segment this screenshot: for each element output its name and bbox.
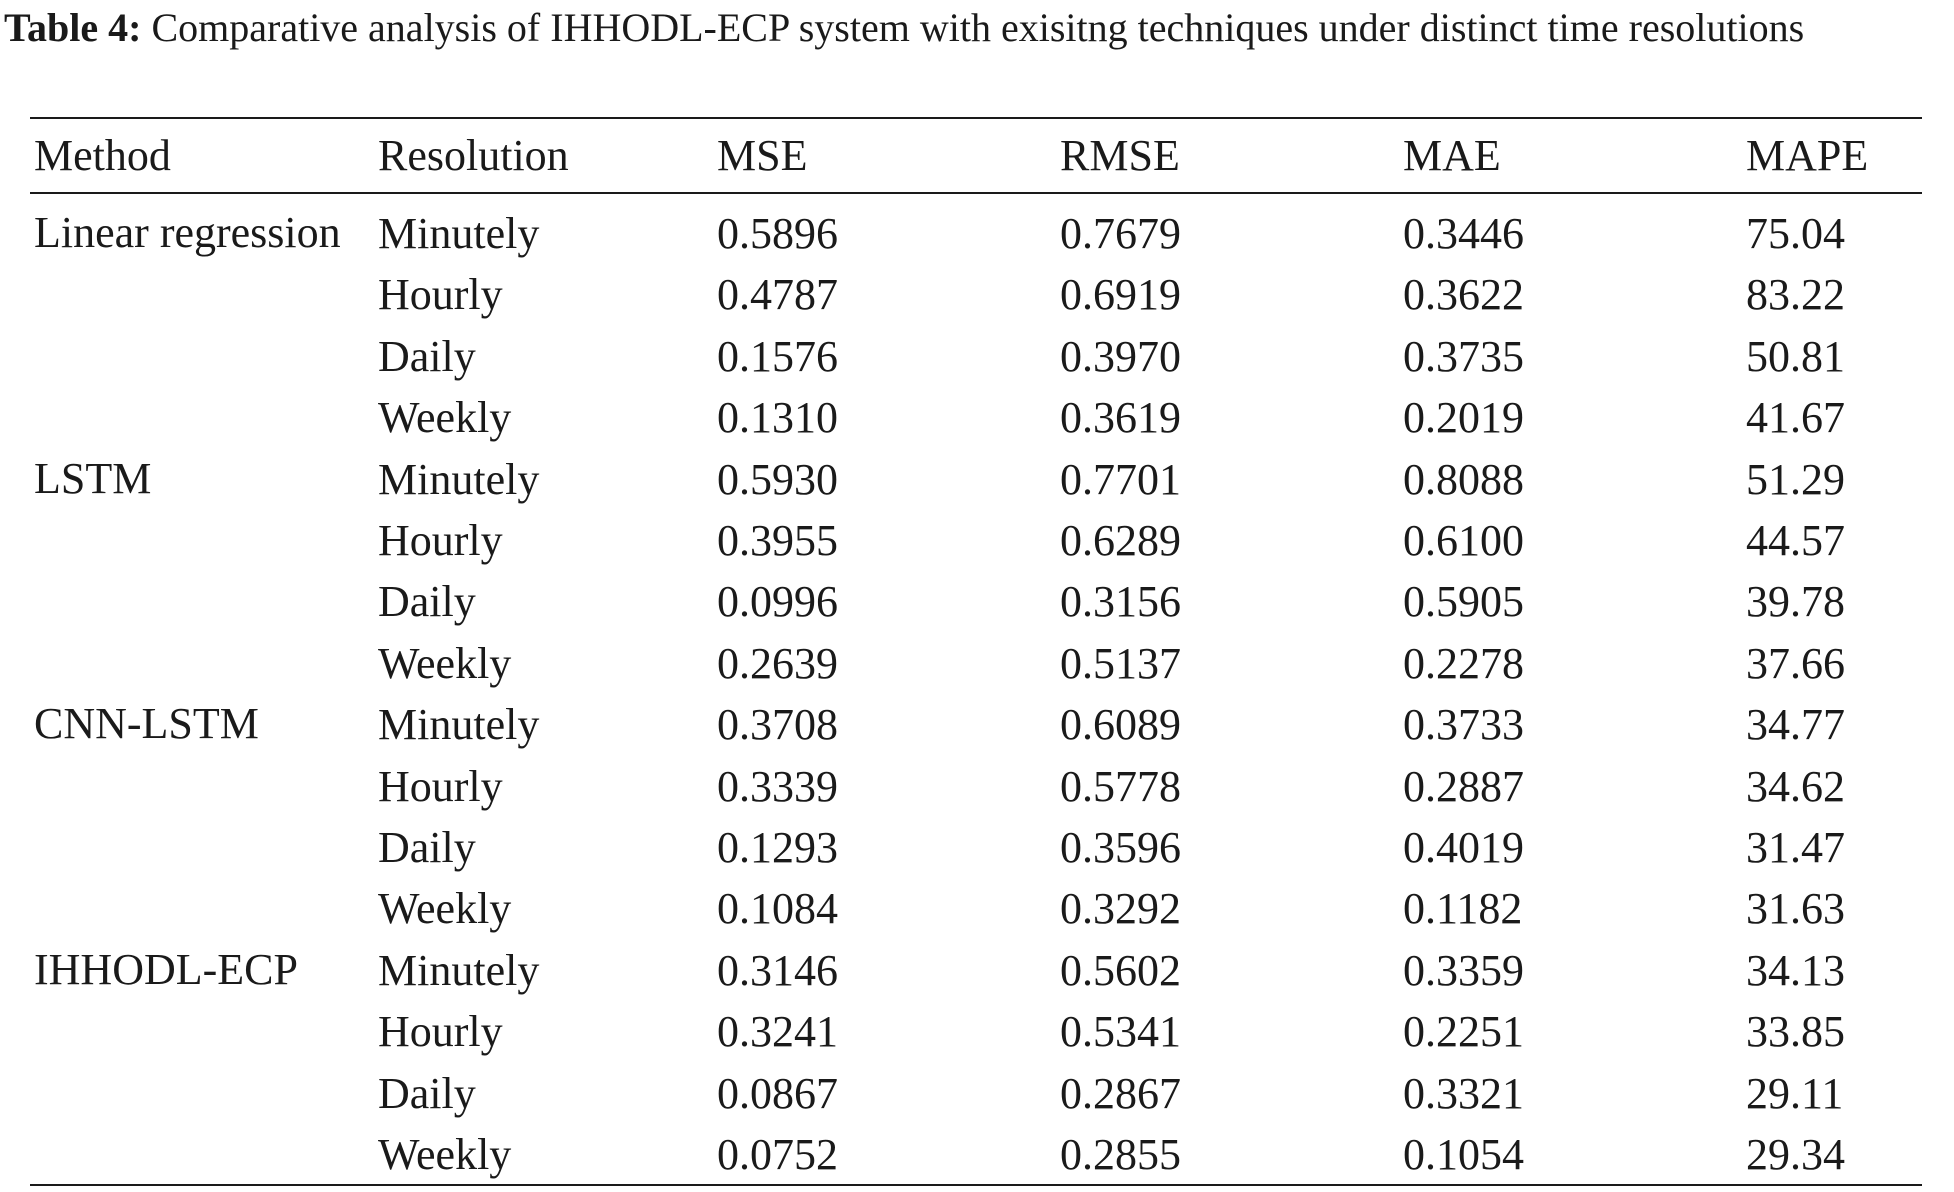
rmse-cell: 0.6089 — [1060, 700, 1181, 750]
resolution-cell: Daily — [378, 331, 476, 381]
rmse-cell: 0.5778 — [1060, 761, 1181, 811]
resolution-cell: Minutely — [378, 700, 540, 750]
column-header-mae: MAE — [1403, 131, 1501, 180]
resolution-cell: Hourly — [378, 270, 503, 320]
mape-cell: 41.67 — [1746, 393, 1845, 443]
mse-cell: 0.1310 — [717, 393, 838, 443]
mae-cell: 0.3735 — [1403, 331, 1524, 381]
mse-cell: 0.5930 — [717, 454, 838, 504]
mape-cell: 29.11 — [1746, 1068, 1844, 1118]
mae-cell: 0.3733 — [1403, 700, 1524, 750]
mape-cell: 50.81 — [1746, 331, 1845, 381]
resolution-cell: Minutely — [378, 454, 540, 504]
rmse-cell: 0.3596 — [1060, 823, 1181, 872]
resolution-cell: Weekly — [378, 1130, 512, 1179]
rmse-cell: 0.3292 — [1060, 884, 1181, 934]
column-header-mape: MAPE — [1746, 131, 1869, 180]
mae-cell: 0.1182 — [1403, 884, 1523, 934]
mape-cell: 31.63 — [1746, 884, 1845, 934]
mae-cell: 0.5905 — [1403, 577, 1524, 627]
mae-cell: 0.2887 — [1403, 761, 1524, 811]
rmse-cell: 0.7679 — [1060, 209, 1181, 258]
rmse-cell: 0.6289 — [1060, 516, 1181, 565]
rmse-cell: 0.3619 — [1060, 393, 1181, 443]
column-header-method: Method — [34, 131, 171, 180]
mape-cell: 29.34 — [1746, 1130, 1845, 1179]
mse-cell: 0.1084 — [717, 884, 838, 934]
mse-cell: 0.2639 — [717, 638, 838, 688]
mape-cell: 33.85 — [1746, 1007, 1845, 1057]
mape-cell: 34.77 — [1746, 700, 1845, 750]
method-cell: LSTM — [34, 453, 152, 503]
mse-cell: 0.1576 — [717, 331, 838, 381]
resolution-cell: Weekly — [378, 393, 512, 443]
resolution-cell: Minutely — [378, 945, 540, 995]
resolution-cell: Hourly — [378, 1007, 503, 1057]
mse-cell: 0.4787 — [717, 270, 838, 320]
rmse-cell: 0.3156 — [1060, 577, 1181, 627]
resolution-cell: Daily — [378, 823, 476, 872]
column-header-rmse: RMSE — [1060, 131, 1180, 180]
resolution-cell: Hourly — [378, 761, 503, 811]
mse-cell: 0.5896 — [717, 209, 838, 258]
caption-label: Table 4: — [4, 5, 142, 50]
resolution-cell: Weekly — [378, 638, 512, 688]
rmse-cell: 0.3970 — [1060, 331, 1181, 381]
mae-cell: 0.2251 — [1403, 1007, 1524, 1057]
mape-cell: 44.57 — [1746, 516, 1845, 565]
mse-cell: 0.3339 — [717, 761, 838, 811]
table-caption: Table 4: Comparative analysis of IHHODL-… — [4, 0, 1952, 56]
column-header-mse: MSE — [717, 131, 808, 180]
rmse-cell: 0.6919 — [1060, 270, 1181, 320]
mape-cell: 51.29 — [1746, 454, 1845, 504]
method-cell: IHHODL-ECP — [34, 944, 298, 994]
resolution-cell: Weekly — [378, 884, 512, 934]
mape-cell: 31.47 — [1746, 823, 1845, 872]
rmse-cell: 0.7701 — [1060, 454, 1181, 504]
column-header-resolution: Resolution — [378, 131, 569, 180]
mae-cell: 0.3321 — [1403, 1068, 1524, 1118]
mae-cell: 0.3622 — [1403, 270, 1524, 320]
rmse-cell: 0.5341 — [1060, 1007, 1181, 1057]
mape-cell: 75.04 — [1746, 209, 1845, 258]
mae-cell: 0.1054 — [1403, 1130, 1524, 1179]
mape-cell: 34.62 — [1746, 761, 1845, 811]
mse-cell: 0.3241 — [717, 1007, 838, 1057]
mae-cell: 0.4019 — [1403, 823, 1524, 872]
rmse-cell: 0.5137 — [1060, 638, 1181, 688]
rmse-cell: 0.5602 — [1060, 945, 1181, 995]
method-cell: Linear regression — [34, 208, 341, 257]
mape-cell: 39.78 — [1746, 577, 1845, 627]
mae-cell: 0.2019 — [1403, 393, 1524, 443]
rmse-cell: 0.2855 — [1060, 1130, 1181, 1179]
mae-cell: 0.3446 — [1403, 209, 1524, 258]
mae-cell: 0.8088 — [1403, 454, 1524, 504]
rmse-cell: 0.2867 — [1060, 1068, 1181, 1118]
mae-cell: 0.6100 — [1403, 516, 1524, 565]
resolution-cell: Minutely — [378, 209, 540, 258]
resolution-cell: Hourly — [378, 516, 503, 565]
mape-cell: 34.13 — [1746, 945, 1845, 995]
table-top-rule — [30, 117, 1922, 119]
table-header-rule — [30, 192, 1922, 194]
resolution-cell: Daily — [378, 1068, 476, 1118]
mae-cell: 0.3359 — [1403, 945, 1524, 995]
mse-cell: 0.1293 — [717, 823, 838, 872]
caption-text: Comparative analysis of IHHODL-ECP syste… — [141, 5, 1805, 50]
mse-cell: 0.0996 — [717, 577, 838, 627]
table-bottom-rule — [30, 1184, 1922, 1186]
mse-cell: 0.3955 — [717, 516, 838, 565]
resolution-cell: Daily — [378, 577, 476, 627]
mse-cell: 0.3146 — [717, 945, 838, 995]
mse-cell: 0.0752 — [717, 1130, 838, 1179]
mape-cell: 83.22 — [1746, 270, 1845, 320]
mae-cell: 0.2278 — [1403, 638, 1524, 688]
mse-cell: 0.3708 — [717, 700, 838, 750]
mse-cell: 0.0867 — [717, 1068, 838, 1118]
mape-cell: 37.66 — [1746, 638, 1845, 688]
method-cell: CNN-LSTM — [34, 699, 259, 749]
